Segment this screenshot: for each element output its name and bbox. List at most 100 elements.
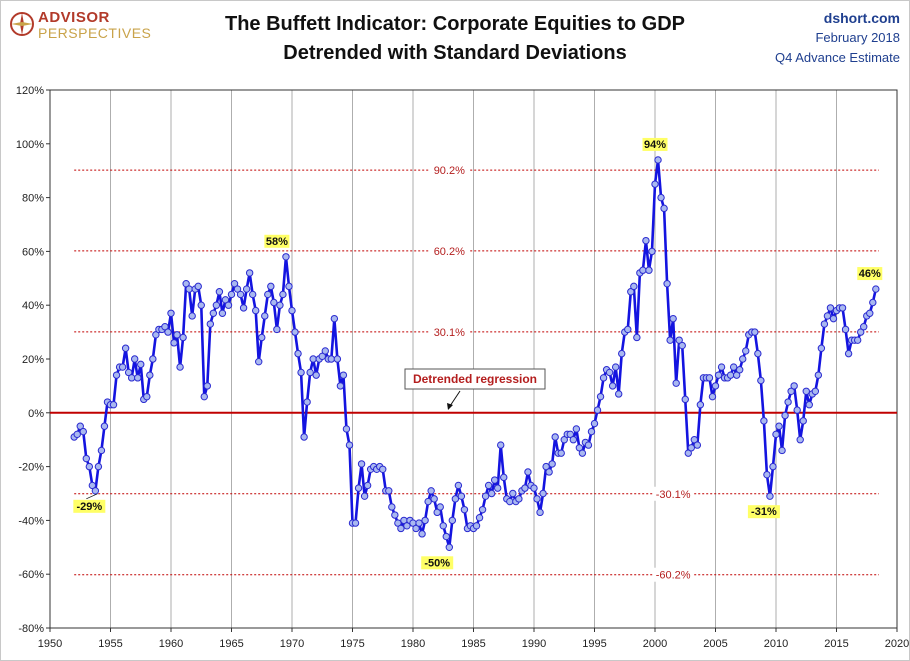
data-point xyxy=(490,476,499,484)
data-point xyxy=(823,312,832,320)
data-point xyxy=(176,363,184,371)
chart-title-block: The Buffett Indicator: Corporate Equitie… xyxy=(150,10,760,68)
regression-label-box xyxy=(404,368,546,390)
data-point xyxy=(630,282,638,291)
data-point xyxy=(149,355,157,363)
data-point xyxy=(639,266,647,274)
data-point xyxy=(711,382,720,390)
grid-lines xyxy=(110,90,837,628)
y-tick-label: 20% xyxy=(22,354,44,366)
y-tick-label: 100% xyxy=(16,139,44,151)
data-point xyxy=(354,484,363,492)
peak-label: 94% xyxy=(644,139,666,151)
data-point xyxy=(500,473,508,482)
compass-logo-icon xyxy=(10,12,34,36)
y-tick-label: 60% xyxy=(22,246,44,258)
data-point xyxy=(357,460,366,468)
data-point xyxy=(164,328,172,336)
data-point xyxy=(645,266,653,274)
peak-label: -50% xyxy=(424,557,450,569)
data-point xyxy=(866,309,874,317)
data-point xyxy=(814,371,823,379)
brand-logo: ADVISOR PERSPECTIVES xyxy=(8,6,151,46)
data-point xyxy=(624,325,632,334)
x-tick-label: 1960 xyxy=(159,638,183,650)
data-point xyxy=(693,441,702,449)
data-point xyxy=(869,298,877,307)
x-tick-label: 2015 xyxy=(824,638,848,650)
data-point xyxy=(363,481,372,490)
data-point xyxy=(539,489,547,498)
data-point xyxy=(94,462,103,471)
data-point xyxy=(173,331,181,339)
data-point xyxy=(687,444,695,452)
data-point xyxy=(297,368,305,377)
data-point xyxy=(663,279,671,288)
data-point xyxy=(270,298,278,307)
data-point xyxy=(248,290,257,299)
data-point xyxy=(548,460,556,468)
data-point xyxy=(487,489,496,498)
sd-label-bg xyxy=(429,163,470,178)
data-point xyxy=(669,314,677,323)
data-point xyxy=(781,411,789,420)
data-point xyxy=(291,328,299,336)
data-point xyxy=(439,522,447,530)
data-point xyxy=(236,290,245,299)
data-point xyxy=(648,247,656,256)
x-tick-label: 1970 xyxy=(280,638,304,650)
data-point xyxy=(152,331,160,339)
data-point xyxy=(454,481,463,490)
data-point xyxy=(221,296,230,304)
data-point xyxy=(397,524,405,533)
data-point xyxy=(820,320,829,328)
peak-label: -29% xyxy=(76,501,102,513)
data-point xyxy=(300,433,308,441)
data-point xyxy=(88,481,97,490)
data-point xyxy=(215,288,224,296)
sd-line-label: -60.2% xyxy=(656,570,691,582)
data-point xyxy=(651,180,659,188)
data-point xyxy=(778,446,786,455)
sd-label-bg xyxy=(429,324,470,339)
data-point xyxy=(451,495,460,503)
data-point xyxy=(418,530,426,538)
data-point xyxy=(433,508,441,517)
data-point xyxy=(608,382,617,390)
regression-line: Detrended regression xyxy=(50,368,897,414)
data-point xyxy=(838,304,847,312)
chart-subtitle: Detrended with Standard Deviations xyxy=(283,42,627,64)
data-point xyxy=(754,349,762,358)
data-point xyxy=(351,519,360,527)
data-point xyxy=(427,487,435,495)
x-tick-label: 2020 xyxy=(885,638,909,650)
data-point xyxy=(657,193,665,202)
source-site: dshort.com xyxy=(823,10,900,26)
data-point xyxy=(127,374,136,382)
data-point xyxy=(726,371,735,379)
data-point xyxy=(379,465,387,473)
data-point xyxy=(442,532,450,541)
data-point xyxy=(273,325,281,334)
sd-lines: 90.2% 60.2% 30.1% -30.1% -60.2% xyxy=(74,163,879,582)
data-point xyxy=(729,363,738,371)
source-date: February 2018 xyxy=(815,30,900,45)
data-point xyxy=(472,522,481,530)
sd-label-bg xyxy=(653,567,694,582)
data-point xyxy=(690,436,699,444)
data-point xyxy=(681,395,689,404)
x-tick-label: 1950 xyxy=(38,638,62,650)
data-point xyxy=(239,304,248,312)
data-point xyxy=(170,339,178,347)
data-point xyxy=(188,312,196,320)
data-point xyxy=(605,368,614,377)
data-point xyxy=(330,314,339,323)
data-point xyxy=(811,387,820,395)
data-point xyxy=(714,371,723,379)
chart-title: The Buffett Indicator: Corporate Equitie… xyxy=(224,13,685,35)
data-point xyxy=(796,436,804,444)
data-point xyxy=(506,497,514,506)
data-point xyxy=(79,427,87,436)
data-point xyxy=(642,236,650,245)
data-point xyxy=(224,301,233,309)
